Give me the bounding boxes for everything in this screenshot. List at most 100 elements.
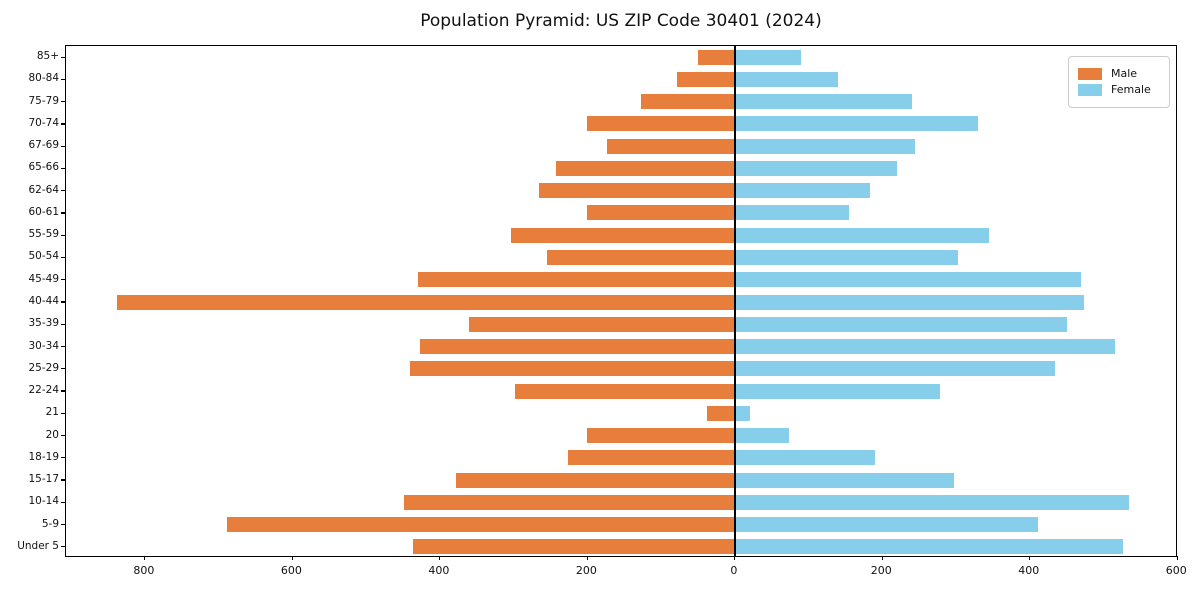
male-bar — [641, 94, 735, 110]
y-tick-mark — [61, 412, 65, 414]
x-tick-label: 400 — [428, 564, 450, 577]
female-bar — [734, 472, 954, 488]
legend-label-male: Male — [1111, 67, 1138, 80]
male-bar — [419, 339, 735, 355]
female-bar — [734, 405, 750, 421]
y-tick-mark — [61, 190, 65, 192]
y-tick-label: 80-84 — [28, 72, 59, 85]
male-bar — [226, 517, 735, 533]
y-tick-label: 35-39 — [28, 317, 59, 330]
y-tick-label: 70-74 — [28, 116, 59, 129]
x-tick-mark — [1176, 556, 1178, 560]
y-tick-label: 20 — [45, 428, 59, 441]
male-bar — [403, 494, 735, 510]
x-tick-label: 0 — [730, 564, 738, 577]
x-tick-label: 800 — [133, 564, 155, 577]
male-bar — [568, 450, 735, 466]
y-tick-label: 62-64 — [28, 183, 59, 196]
plot-area: Male Female — [61, 45, 1178, 560]
x-tick-mark — [439, 556, 441, 560]
male-bar — [409, 361, 735, 377]
y-tick-label: 67-69 — [28, 139, 59, 152]
y-tick-mark — [61, 546, 65, 548]
y-tick-mark — [61, 390, 65, 392]
legend: Male Female — [1068, 56, 1170, 108]
y-tick-mark — [61, 457, 65, 459]
male-bar — [539, 183, 735, 199]
male-bar — [546, 249, 735, 265]
female-bar — [734, 450, 875, 466]
y-tick-mark — [61, 167, 65, 170]
y-tick-mark — [61, 279, 65, 281]
female-bar — [734, 94, 912, 110]
x-tick-mark — [881, 556, 883, 560]
y-tick-mark — [61, 368, 65, 370]
male-bar — [116, 294, 735, 310]
male-bar — [510, 227, 735, 243]
y-tick-mark — [61, 323, 65, 325]
male-bar — [456, 472, 735, 488]
y-tick-mark — [61, 345, 65, 348]
legend-item-male: Male — [1078, 67, 1160, 80]
x-tick-mark — [144, 556, 146, 560]
y-tick-mark — [61, 145, 65, 147]
male-bar — [706, 405, 735, 421]
zero-axis-line — [734, 46, 736, 556]
y-tick-label: 55-59 — [28, 228, 59, 241]
y-tick-label: 10-14 — [28, 495, 59, 508]
y-tick-label: 18-19 — [28, 450, 59, 463]
x-tick-label: 600 — [1165, 564, 1187, 577]
y-tick-label: 45-49 — [28, 272, 59, 285]
y-tick-mark — [61, 212, 65, 214]
y-tick-label: Under 5 — [17, 539, 59, 552]
female-bar — [734, 316, 1067, 332]
x-tick-mark — [1029, 556, 1031, 560]
male-bar — [587, 428, 735, 444]
chart-title: Population Pyramid: US ZIP Code 30401 (2… — [420, 11, 822, 31]
female-bar — [734, 138, 916, 154]
male-bar — [515, 383, 735, 399]
y-tick-mark — [61, 256, 65, 259]
female-bar — [734, 494, 1129, 510]
y-tick-label: 85+ — [36, 50, 59, 63]
female-bar — [734, 249, 958, 265]
male-bar — [587, 205, 735, 221]
male-bar — [469, 316, 735, 332]
female-bar — [734, 428, 789, 444]
x-tick-label: 400 — [1018, 564, 1040, 577]
y-tick-mark — [61, 301, 65, 303]
female-bar — [734, 71, 839, 87]
female-bar — [734, 227, 990, 243]
x-tick-label: 200 — [575, 564, 597, 577]
male-bar — [587, 116, 735, 132]
y-tick-label: 40-44 — [28, 295, 59, 307]
male-bar — [556, 160, 735, 176]
y-tick-label: 15-17 — [28, 473, 59, 486]
y-tick-label: 22-24 — [28, 384, 59, 397]
female-bar — [734, 160, 898, 176]
y-tick-mark — [61, 123, 65, 125]
male-bar — [607, 138, 735, 154]
female-bar — [734, 361, 1055, 377]
female-bar — [734, 272, 1082, 288]
y-tick-label: 30-34 — [28, 339, 59, 352]
female-bar — [734, 183, 870, 199]
male-bar — [417, 272, 735, 288]
male-bar — [412, 539, 735, 555]
x-tick-mark — [734, 556, 736, 560]
female-bar — [734, 539, 1124, 555]
y-tick-mark — [61, 501, 65, 503]
female-bar — [734, 116, 979, 132]
x-tick-label: 200 — [870, 564, 892, 577]
y-tick-label: 25-29 — [28, 361, 59, 374]
y-tick-mark — [61, 434, 65, 437]
x-tick-mark — [586, 556, 588, 560]
y-tick-mark — [61, 56, 65, 58]
female-bar — [734, 205, 850, 221]
y-tick-mark — [61, 78, 65, 80]
male-color-swatch — [1078, 67, 1102, 80]
male-bar — [697, 49, 735, 65]
y-tick-mark — [61, 101, 65, 103]
female-bar — [734, 383, 940, 399]
